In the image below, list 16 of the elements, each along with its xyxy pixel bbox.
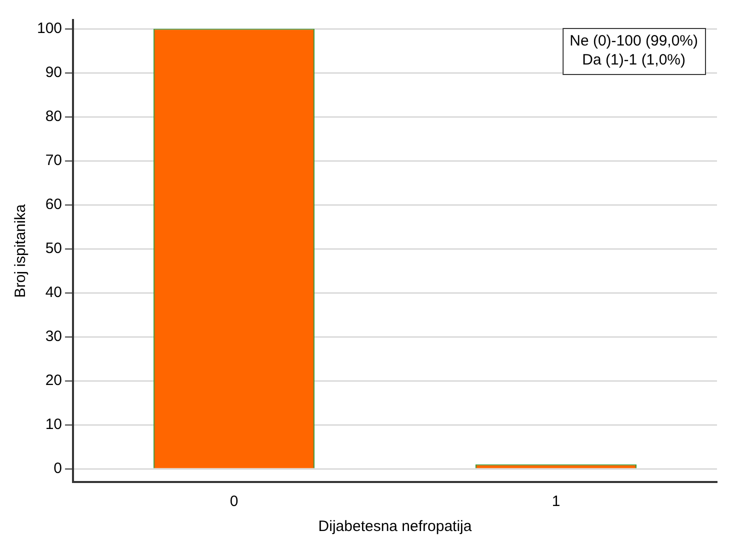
y-tick-label: 30 <box>45 328 62 345</box>
y-tick-label: 70 <box>45 152 62 169</box>
x-axis-title: Dijabetesna nefropatija <box>318 518 472 536</box>
x-tick-label: 1 <box>552 493 560 510</box>
annotation: Da (1)-1 (1,0%) <box>582 52 686 69</box>
y-tick-label: 100 <box>36 20 62 37</box>
y-tick-label: 50 <box>45 240 62 257</box>
y-tick-label: 60 <box>45 196 62 213</box>
y-tick-label: 10 <box>45 416 62 433</box>
y-tick-label: 80 <box>45 108 62 125</box>
y-tick-label: 40 <box>45 284 62 301</box>
annotation: Ne (0)-100 (99,0%) <box>570 32 698 50</box>
y-tick-label: 0 <box>54 460 62 477</box>
y-tick-label: 90 <box>45 64 62 81</box>
y-tick-label: 20 <box>45 372 62 389</box>
y-axis-title: Broj ispitanika <box>12 204 30 298</box>
